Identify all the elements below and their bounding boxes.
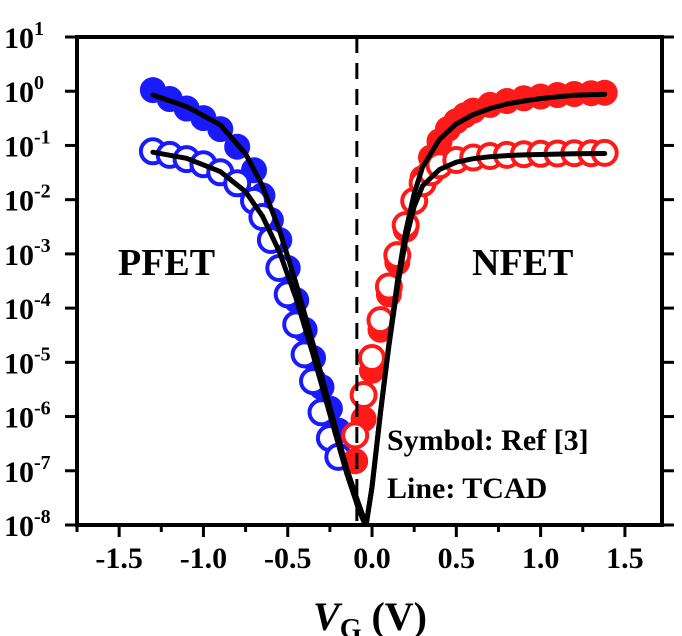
y-tick-base: 10 <box>4 456 34 489</box>
labels-layer: -1.5 -1.0 -0.5 0.0 0.5 1.0 1.510110010-110-210… <box>4 18 644 575</box>
y-tick-base: 10 <box>4 239 34 272</box>
pfet-label: PFET <box>118 242 215 284</box>
y-tick-label: 10-3 <box>4 235 51 272</box>
y-tick-base: 10 <box>4 347 34 380</box>
line-note: Line: TCAD <box>387 472 547 505</box>
x-tick-label: 0.5 <box>438 542 476 575</box>
y-tick-base: 10 <box>4 293 34 326</box>
y-tick-label: 10-7 <box>4 452 51 489</box>
nfet-label: NFET <box>472 242 573 284</box>
y-tick-label: 10-5 <box>4 343 51 380</box>
y-tick-exponent: -4 <box>34 289 51 311</box>
x-axis-label-unit: (V) <box>371 594 427 636</box>
y-tick-label: 100 <box>4 72 44 109</box>
y-tick-label: 10-8 <box>4 506 51 543</box>
data-point <box>341 421 370 450</box>
y-tick-base: 10 <box>4 402 34 435</box>
y-tick-exponent: -2 <box>34 181 51 203</box>
y-tick-base: 10 <box>4 22 34 55</box>
series-layer <box>138 77 619 525</box>
data-point <box>349 381 378 409</box>
x-axis-label-sub: G <box>340 614 362 636</box>
y-tick-exponent: -1 <box>34 126 51 148</box>
x-tick-label: -1.0 <box>180 542 228 575</box>
y-tick-exponent: 0 <box>34 72 44 94</box>
y-tick-label: 10-1 <box>4 126 51 163</box>
x-axis-label-main: V <box>313 594 343 636</box>
x-axis-label: VG (V) <box>313 594 427 636</box>
x-tick-label: -1.5 <box>95 542 143 575</box>
y-tick-exponent: -8 <box>34 506 51 528</box>
y-tick-base: 10 <box>4 130 34 163</box>
x-tick-label: 1.0 <box>522 542 560 575</box>
y-tick-exponent: -7 <box>34 452 51 474</box>
y-tick-label: 101 <box>4 18 44 55</box>
y-tick-label: 10-2 <box>4 181 51 218</box>
y-tick-exponent: -3 <box>34 235 51 257</box>
x-tick-label: 0.0 <box>353 542 391 575</box>
x-tick-label: 1.5 <box>606 542 644 575</box>
x-tick-label: -0.5 <box>264 542 312 575</box>
y-tick-label: 10-6 <box>4 398 51 435</box>
tcad-line <box>150 149 368 525</box>
y-tick-exponent: -6 <box>34 398 51 420</box>
ticks-layer <box>65 35 674 537</box>
y-tick-exponent: 1 <box>34 18 44 40</box>
tcad-line <box>363 151 608 525</box>
data-point <box>358 344 386 372</box>
symbol-note: Symbol: Ref [3] <box>387 424 589 457</box>
y-tick-base: 10 <box>4 76 34 109</box>
plot-frame <box>75 35 664 527</box>
y-tick-exponent: -5 <box>34 343 51 365</box>
y-tick-base: 10 <box>4 510 34 543</box>
y-tick-base: 10 <box>4 185 34 218</box>
y-tick-label: 10-4 <box>4 289 51 326</box>
